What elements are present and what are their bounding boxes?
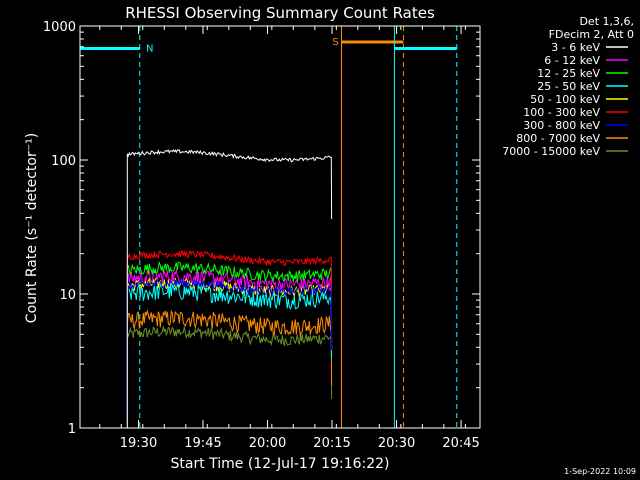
legend-label: 800 - 7000 keV: [516, 132, 600, 145]
plot-frame: [79, 25, 481, 429]
series-line-3-6kev: [126, 149, 333, 428]
y-tick-label: 1000: [43, 20, 76, 35]
series-line-6-12kev: [126, 268, 333, 428]
series-line-12-25kev: [126, 261, 333, 428]
axes: 1 10 100 1000 19:30 19:45 20:00 20:15 20:30 20:45: [43, 20, 481, 451]
x-tick-label: 20:30: [378, 436, 415, 451]
y-tick-label: 10: [59, 288, 76, 303]
x-axis-label: Start Time (12-Jul-17 19:16:22): [170, 456, 389, 472]
x-tick-label: 20:15: [313, 436, 350, 451]
interval-label: S: [332, 37, 338, 48]
series-line-300-800kev: [126, 278, 333, 428]
y-axis-label: Count Rate (s⁻¹ detector⁻¹): [24, 133, 40, 323]
legend-label: 25 - 50 keV: [537, 80, 600, 93]
legend-header: Det 1,3,6,: [579, 15, 634, 28]
x-tick-label: 20:00: [249, 436, 286, 451]
legend-label: 300 - 800 keV: [523, 119, 600, 132]
interval-label: N: [146, 43, 153, 54]
legend-label: 12 - 25 keV: [537, 67, 600, 80]
legend-label: 3 - 6 keV: [551, 41, 600, 54]
legend-label: 7000 - 15000 keV: [502, 145, 600, 158]
y-tick-label: 1: [68, 422, 76, 437]
x-tick-label: 19:30: [120, 436, 157, 451]
legend-header: FDecim 2, Att 0: [549, 28, 634, 41]
x-tick-label: 20:45: [442, 436, 479, 451]
legend-label: 50 - 100 keV: [530, 93, 600, 106]
chart-title: RHESSI Observing Summary Count Rates: [125, 4, 435, 22]
y-tick-label: 100: [51, 154, 76, 169]
plot-area: NS: [79, 26, 458, 428]
series-line-100-300kev: [126, 249, 333, 428]
legend-label: 6 - 12 keV: [544, 54, 600, 67]
series-line-800-7000kev: [126, 309, 333, 428]
footer-timestamp: 1-Sep-2022 10:09: [564, 467, 636, 476]
legend-label: 100 - 300 keV: [523, 106, 600, 119]
series-line-7000-15000kev: [126, 326, 333, 428]
x-tick-label: 19:45: [184, 436, 221, 451]
series-line-25-50kev: [126, 282, 333, 428]
